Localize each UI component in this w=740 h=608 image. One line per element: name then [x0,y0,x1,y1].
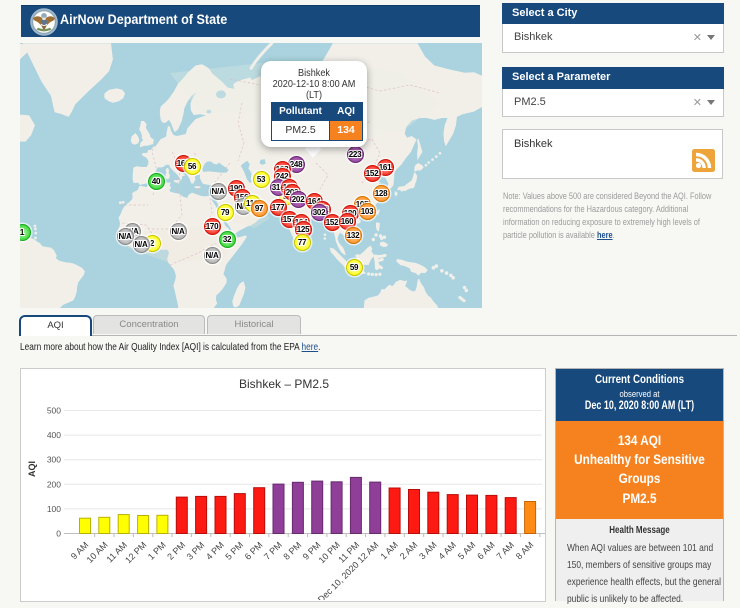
svg-text:7 PM: 7 PM [262,540,284,562]
svg-text:12 PM: 12 PM [123,540,148,565]
svg-text:2 PM: 2 PM [165,540,187,562]
svg-text:1 AM: 1 AM [378,540,400,562]
svg-text:7 AM: 7 AM [495,540,517,562]
svg-text:8 AM: 8 AM [514,540,536,562]
svg-text:10 PM: 10 PM [317,540,342,565]
svg-text:6 PM: 6 PM [243,540,265,562]
svg-text:500: 500 [47,406,61,416]
svg-text:200: 200 [47,479,61,489]
svg-text:100: 100 [47,504,61,514]
svg-text:5 AM: 5 AM [456,540,478,562]
svg-text:2 AM: 2 AM [398,540,420,562]
svg-text:4 PM: 4 PM [204,540,226,562]
svg-text:400: 400 [47,430,61,440]
svg-text:5 PM: 5 PM [223,540,245,562]
svg-text:8 PM: 8 PM [281,540,303,562]
svg-text:3 PM: 3 PM [185,540,207,562]
svg-text:6 AM: 6 AM [475,540,497,562]
svg-text:10 AM: 10 AM [85,540,110,565]
svg-text:3 AM: 3 AM [417,540,439,562]
svg-text:300: 300 [47,455,61,465]
svg-text:4 AM: 4 AM [437,540,459,562]
svg-text:0: 0 [56,529,61,539]
svg-text:Bishkek – PM2.5: Bishkek – PM2.5 [239,377,329,391]
svg-text:AQI: AQI [27,461,37,477]
svg-text:1 PM: 1 PM [146,540,168,562]
